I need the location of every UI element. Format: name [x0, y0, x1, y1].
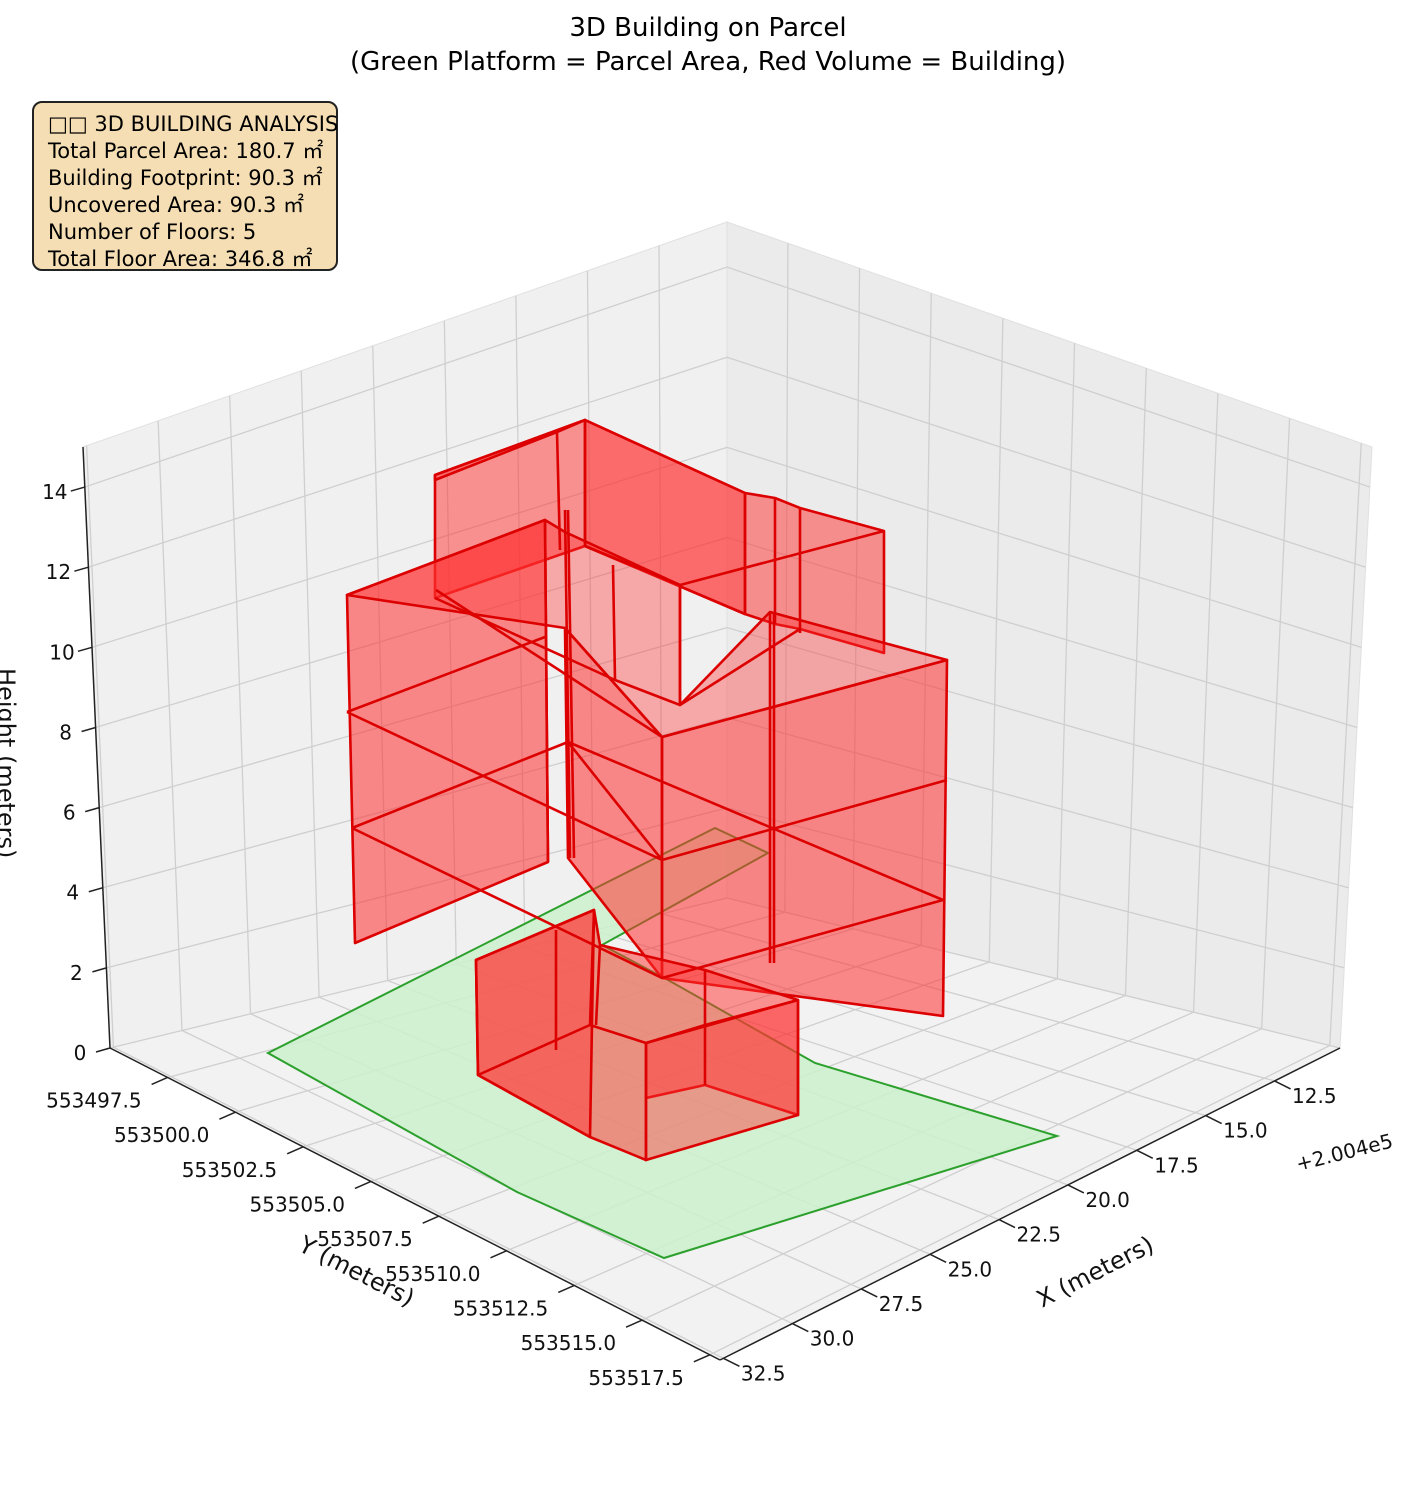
grid-line	[181, 1029, 793, 1325]
x-tick-label: 27.5	[879, 1292, 924, 1316]
info-line-floors: Number of Floors: 5	[48, 220, 257, 244]
building-roof	[345, 518, 949, 739]
z-tick-label: 0	[74, 1041, 87, 1065]
y-tick-label: 553512.5	[453, 1296, 548, 1320]
grid-line	[157, 420, 183, 1031]
chart-title: 3D Building on Parcel	[569, 13, 847, 43]
y-tick-label: 553500.0	[114, 1123, 209, 1147]
y-tick	[625, 1319, 643, 1328]
grid-line	[1124, 368, 1147, 996]
z-tick-label: 14	[42, 480, 67, 504]
y-tick-label: 553502.5	[182, 1158, 277, 1182]
x-tick-label: 25.0	[948, 1257, 993, 1281]
x-tick	[723, 1357, 740, 1367]
x-tick	[998, 1218, 1016, 1229]
y-tick-label: 553507.5	[317, 1227, 412, 1251]
grid-line	[229, 395, 252, 1014]
z-tick-label: 8	[59, 720, 72, 744]
y-tick	[354, 1180, 372, 1190]
x-tick-label: 15.0	[1223, 1119, 1268, 1143]
z-tick-label: 12	[46, 560, 71, 584]
z-tick	[95, 1047, 111, 1053]
z-axis-label: Height (meters)	[0, 668, 20, 858]
z-tick-label: 6	[63, 801, 76, 825]
y-tick-label: 553517.5	[588, 1366, 683, 1390]
x-tick-label: 22.5	[1016, 1223, 1061, 1247]
tick-labels: 0 2 4 6 8 10 12 14 553497.5 553500.0 553502.5 55350…	[42, 480, 1336, 1390]
grid-line	[85, 445, 115, 1048]
x-tick	[860, 1288, 878, 1298]
x-tick	[791, 1322, 809, 1333]
x-tick	[929, 1253, 947, 1263]
y-tick	[422, 1215, 440, 1224]
y-tick-label: 553497.5	[46, 1088, 141, 1112]
z-tick-label: 2	[70, 961, 83, 985]
info-line-parcel-area: Total Parcel Area: 180.7 ㎡	[48, 139, 324, 163]
y-axis-line	[109, 1047, 721, 1361]
x-offset-label: +2.004e5	[1293, 1129, 1395, 1176]
y-tick-label: 553515.0	[521, 1331, 616, 1355]
y-tick-label: 553510.0	[385, 1262, 480, 1286]
info-line-uncovered-area: Uncovered Area: 90.3 ㎡	[48, 193, 305, 217]
y-tick	[219, 1111, 236, 1120]
y-tick	[693, 1354, 711, 1363]
grid-line	[726, 446, 1362, 648]
grid-line	[1261, 418, 1291, 1029]
y-tick	[151, 1076, 168, 1086]
info-line-building-footprint: Building Footprint: 90.3 ㎡	[48, 166, 323, 190]
z-tick	[77, 646, 93, 653]
y-tick	[557, 1284, 575, 1294]
grid-line	[641, 1028, 1262, 1321]
building-volume	[345, 418, 949, 1162]
x-tick-label: 12.5	[1292, 1084, 1337, 1108]
grid-line	[300, 370, 320, 998]
z-tick-label: 4	[66, 881, 79, 905]
grid-line	[988, 318, 1004, 963]
grid-line	[709, 1044, 1331, 1356]
x-tick	[1205, 1114, 1223, 1125]
grid-line	[726, 626, 1353, 809]
x-tick-label: 20.0	[1085, 1188, 1130, 1212]
tick-marks	[70, 486, 1291, 1367]
grid-line	[726, 356, 1366, 568]
x-tick	[1274, 1080, 1291, 1090]
x-tick-label: 32.5	[741, 1361, 786, 1385]
y-tick-label: 553505.0	[250, 1192, 345, 1216]
info-line-floor-area: Total Floor Area: 346.8 ㎡	[48, 247, 313, 271]
z-axis-line	[82, 446, 111, 1049]
z-tick-label: 10	[49, 640, 74, 664]
grid-line	[84, 266, 728, 488]
x-tick-label: 17.5	[1154, 1153, 1199, 1177]
analysis-info-box: □□ 3D BUILDING ANALYSIS Total Parcel Are…	[32, 101, 338, 271]
x-tick-label: 30.0	[810, 1327, 855, 1351]
x-tick	[1136, 1149, 1154, 1159]
z-tick	[81, 726, 96, 733]
grid-line	[726, 266, 1371, 488]
x-tick	[1067, 1184, 1085, 1194]
z-tick	[92, 967, 107, 973]
grid-line	[113, 1046, 724, 1359]
grid-line	[1329, 443, 1362, 1046]
y-tick	[286, 1146, 304, 1155]
x-axis-line	[719, 1047, 1341, 1361]
y-tick	[490, 1250, 507, 1259]
grid-line	[88, 356, 728, 568]
z-tick	[88, 887, 104, 893]
z-tick	[74, 566, 89, 572]
grid-line	[1056, 343, 1076, 979]
z-tick	[84, 806, 100, 813]
grid-line	[1192, 393, 1219, 1013]
z-tick	[70, 486, 86, 492]
chart-subtitle: (Green Platform = Parcel Area, Red Volum…	[349, 47, 1067, 77]
info-box-heading: □□ 3D BUILDING ANALYSIS	[48, 112, 339, 136]
